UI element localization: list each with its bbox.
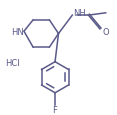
Text: HCl: HCl [5, 58, 20, 67]
Text: NH: NH [73, 9, 86, 18]
Text: O: O [102, 27, 109, 36]
Text: HN: HN [11, 27, 23, 36]
Text: F: F [53, 105, 57, 114]
